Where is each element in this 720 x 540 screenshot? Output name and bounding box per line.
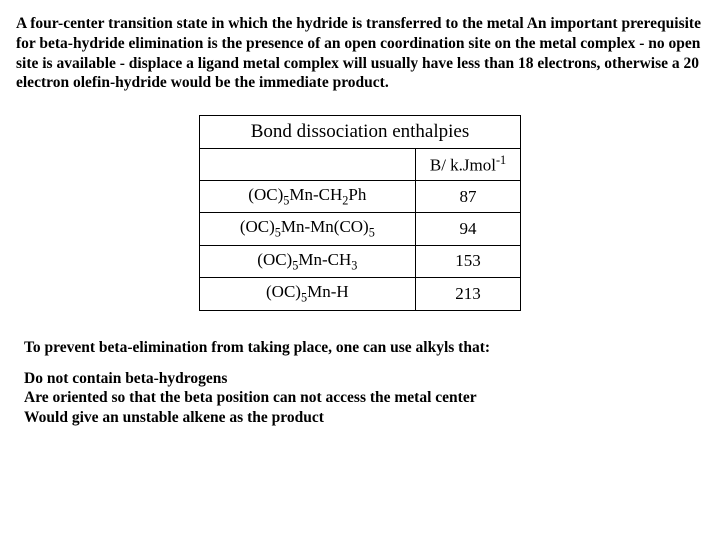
outro-item: Are oriented so that the beta position c… — [24, 388, 696, 408]
value-cell: 153 — [415, 245, 520, 277]
compound-cell: (OC)5Mn-CH2Ph — [199, 180, 415, 212]
outro-item: Do not contain beta-hydrogens — [24, 369, 696, 389]
compound-cell: (OC)5Mn-Mn(CO)5 — [199, 213, 415, 245]
table-container: Bond dissociation enthalpies B/ k.Jmol-1… — [16, 115, 704, 310]
table-header-blank — [199, 149, 415, 181]
table-row: (OC)5Mn-CH3 153 — [199, 245, 520, 277]
table-row: (OC)5Mn-H 213 — [199, 278, 520, 310]
table-row: (OC)5Mn-Mn(CO)5 94 — [199, 213, 520, 245]
bond-dissociation-table: Bond dissociation enthalpies B/ k.Jmol-1… — [199, 115, 521, 310]
intro-paragraph: A four-center transition state in which … — [16, 14, 704, 93]
outro-lead: To prevent beta-elimination from taking … — [24, 339, 696, 357]
outro-list: Do not contain beta-hydrogens Are orient… — [24, 369, 696, 428]
value-cell: 94 — [415, 213, 520, 245]
table-row: (OC)5Mn-CH2Ph 87 — [199, 180, 520, 212]
value-cell: 213 — [415, 278, 520, 310]
compound-cell: (OC)5Mn-H — [199, 278, 415, 310]
value-cell: 87 — [415, 180, 520, 212]
table-header-unit: B/ k.Jmol-1 — [415, 149, 520, 181]
table-title: Bond dissociation enthalpies — [199, 116, 520, 149]
compound-cell: (OC)5Mn-CH3 — [199, 245, 415, 277]
outro-item: Would give an unstable alkene as the pro… — [24, 408, 696, 428]
